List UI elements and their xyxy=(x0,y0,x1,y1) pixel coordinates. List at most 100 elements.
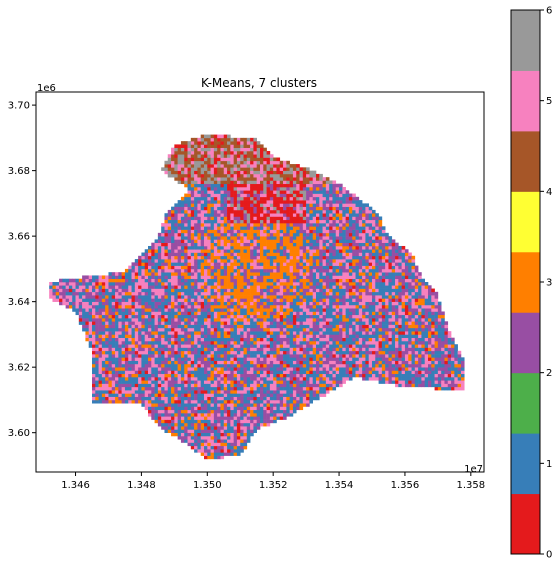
heatmap-cell xyxy=(243,137,248,142)
heatmap-cell xyxy=(256,196,261,201)
heatmap-cell xyxy=(217,288,221,293)
heatmap-cell xyxy=(273,223,277,227)
heatmap-cell xyxy=(263,285,267,289)
heatmap-cell xyxy=(95,275,99,280)
heatmap-cell xyxy=(220,311,225,316)
heatmap-cell xyxy=(250,147,254,152)
heatmap-cell xyxy=(88,331,93,335)
heatmap-cell xyxy=(171,147,175,152)
heatmap-cell xyxy=(177,324,182,329)
heatmap-cell xyxy=(204,334,208,338)
heatmap-cell xyxy=(269,403,274,407)
heatmap-cell xyxy=(243,344,248,348)
heatmap-cell xyxy=(269,347,274,352)
heatmap-cell xyxy=(164,331,169,335)
heatmap-cell xyxy=(190,183,195,188)
heatmap-cell xyxy=(296,170,300,175)
heatmap-cell xyxy=(164,249,169,253)
heatmap-cell xyxy=(151,291,155,296)
heatmap-cell xyxy=(217,157,221,162)
heatmap-cell xyxy=(98,278,103,283)
heatmap-cell xyxy=(260,154,264,158)
heatmap-cell xyxy=(296,206,300,211)
heatmap-cell xyxy=(246,282,251,286)
heatmap-cell xyxy=(240,147,244,152)
heatmap-cell xyxy=(269,373,274,378)
heatmap-cell xyxy=(279,409,284,414)
heatmap-cell xyxy=(273,193,277,198)
heatmap-cell xyxy=(171,150,175,155)
heatmap-cell xyxy=(220,308,225,312)
heatmap-cell xyxy=(299,298,304,302)
heatmap-cell xyxy=(161,295,165,299)
heatmap-cell xyxy=(306,193,310,198)
heatmap-cell xyxy=(164,334,169,338)
heatmap-cell xyxy=(200,416,205,420)
heatmap-cell xyxy=(88,298,93,302)
heatmap-cell xyxy=(177,242,182,247)
heatmap-cell xyxy=(302,318,307,322)
heatmap-cell xyxy=(253,239,257,243)
heatmap-cell xyxy=(220,226,225,230)
heatmap-cell xyxy=(217,144,221,148)
heatmap-cell xyxy=(233,337,238,342)
heatmap-cell xyxy=(269,334,274,338)
heatmap-cell xyxy=(95,291,99,296)
heatmap-cell xyxy=(266,321,271,325)
heatmap-cell xyxy=(161,236,165,240)
heatmap-cell xyxy=(167,265,172,270)
heatmap-cell xyxy=(217,357,221,361)
heatmap-cell xyxy=(197,141,201,145)
heatmap-cell xyxy=(220,285,225,289)
heatmap-cell xyxy=(243,150,248,155)
heatmap-cell xyxy=(101,367,106,371)
heatmap-cell xyxy=(171,278,175,283)
heatmap-cell xyxy=(233,255,238,260)
heatmap-cell xyxy=(240,229,244,234)
heatmap-cell xyxy=(190,245,195,250)
heatmap-cell xyxy=(240,301,244,306)
heatmap-cell xyxy=(233,164,238,168)
heatmap-cell xyxy=(299,268,304,273)
heatmap-cell xyxy=(273,209,277,214)
heatmap-cell xyxy=(144,308,149,312)
heatmap-cell xyxy=(194,242,198,247)
heatmap-cell xyxy=(302,393,307,397)
heatmap-cell xyxy=(180,147,185,152)
heatmap-cell xyxy=(233,154,238,158)
heatmap-cell xyxy=(286,383,290,388)
heatmap-cell xyxy=(164,288,169,293)
heatmap-cell xyxy=(174,318,178,322)
heatmap-cell xyxy=(134,344,139,348)
heatmap-cell xyxy=(184,278,188,283)
heatmap-cell xyxy=(223,445,228,450)
heatmap-cell xyxy=(148,311,152,316)
heatmap-cell xyxy=(276,285,281,289)
heatmap-cell xyxy=(263,288,267,293)
heatmap-cell xyxy=(190,262,195,266)
heatmap-cell xyxy=(217,449,221,453)
heatmap-cell xyxy=(128,386,132,391)
heatmap-cell xyxy=(240,206,244,211)
heatmap-cell xyxy=(236,308,241,312)
heatmap-cell xyxy=(174,262,178,266)
heatmap-cell xyxy=(223,360,228,365)
heatmap-cell xyxy=(184,223,188,227)
heatmap-cell xyxy=(124,360,129,365)
heatmap-cell xyxy=(141,357,145,361)
heatmap-cell xyxy=(141,324,145,329)
heatmap-cell xyxy=(197,337,201,342)
heatmap-cell xyxy=(207,377,211,381)
heatmap-cell xyxy=(296,386,300,391)
heatmap-cell xyxy=(260,393,264,397)
heatmap-cell xyxy=(279,363,284,368)
heatmap-cell xyxy=(292,311,297,316)
heatmap-cell xyxy=(217,193,221,198)
heatmap-cell xyxy=(283,409,287,414)
heatmap-cell xyxy=(250,337,254,342)
heatmap-cell xyxy=(151,413,155,417)
heatmap-cell xyxy=(200,298,205,302)
heatmap-cell xyxy=(204,318,208,322)
heatmap-cell xyxy=(157,288,162,293)
heatmap-cell xyxy=(207,190,211,194)
